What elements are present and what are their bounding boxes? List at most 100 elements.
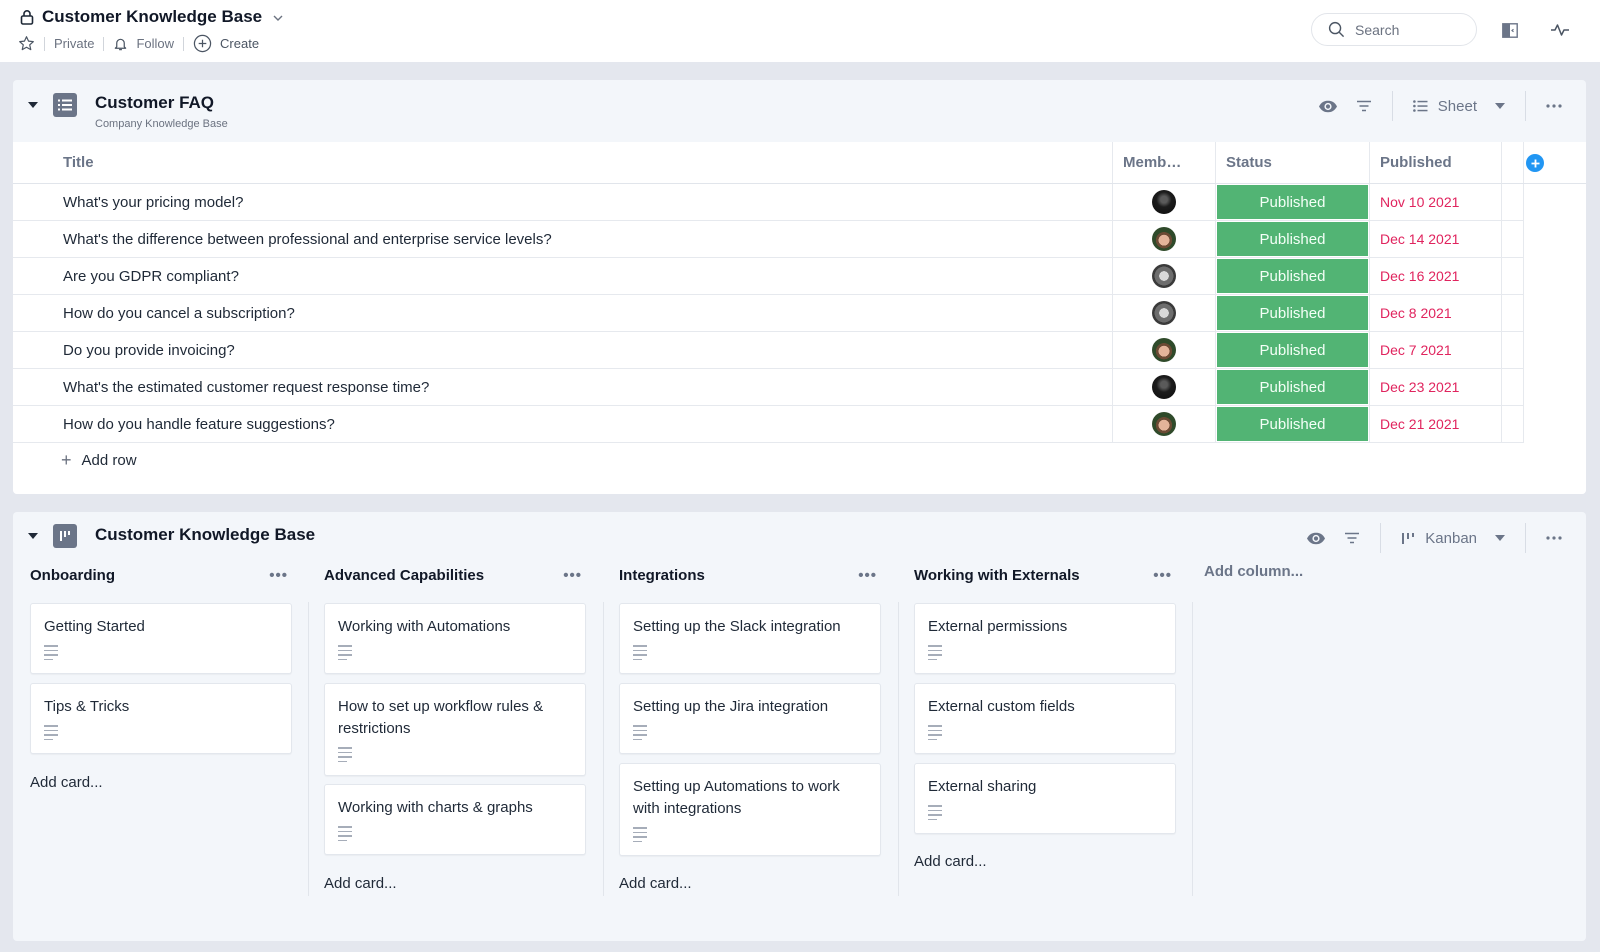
table-row[interactable]: What's the difference between profession… [13,221,1524,258]
kanban-card[interactable]: External custom fields [914,683,1176,754]
kanban-title[interactable]: Customer Knowledge Base [95,525,316,544]
add-card-button[interactable]: Add card... [324,875,397,892]
cell-status[interactable]: Published [1216,332,1370,368]
table-row[interactable]: How do you cancel a subscription? Publis… [13,295,1524,332]
cell-title[interactable]: Are you GDPR compliant? [13,258,1113,294]
column-title[interactable]: Advanced Capabilities [324,566,485,584]
cell-status[interactable]: Published [1216,221,1370,257]
filter-button[interactable] [1334,522,1370,554]
card-title: Tips & Tricks [44,698,130,715]
filter-icon [1345,532,1360,544]
kanban-card[interactable]: Working with Automations [324,603,586,674]
favorite-button[interactable] [18,35,35,52]
cell-published[interactable]: Dec 14 2021 [1370,221,1524,257]
sidebar-toggle-button[interactable] [1500,20,1520,40]
create-button[interactable]: Create [193,34,259,53]
kanban-card[interactable]: How to set up workflow rules & restricti… [324,683,586,776]
follow-button[interactable]: Follow [113,36,174,52]
table-row[interactable]: Are you GDPR compliant? Published Dec 16… [13,258,1524,295]
cell-title[interactable]: What's your pricing model? [13,184,1113,220]
kanban-card[interactable]: Setting up Automations to work with inte… [619,763,881,856]
column-more-button[interactable]: ••• [269,566,288,584]
workspace-title[interactable]: Customer Knowledge Base [42,7,263,26]
description-icon [338,747,352,762]
kanban-card[interactable]: Tips & Tricks [30,683,292,754]
kanban-card[interactable]: Setting up the Jira integration [619,683,881,754]
visibility-button[interactable] [1298,522,1334,554]
column-header-published[interactable]: Published [1370,142,1524,183]
cell-title[interactable]: What's the difference between profession… [13,221,1113,257]
column-header-members[interactable]: Memb… [1113,142,1216,183]
cell-status[interactable]: Published [1216,258,1370,294]
visibility-button[interactable] [1310,90,1346,122]
add-column-button[interactable]: Add column... [1204,563,1304,580]
dropdown-arrow-icon [1495,103,1505,109]
cell-member[interactable] [1113,258,1216,294]
cell-member[interactable] [1113,332,1216,368]
kanban-icon [1402,532,1415,544]
table-row[interactable]: What's your pricing model? Published Nov… [13,184,1524,221]
cell-published[interactable]: Dec 21 2021 [1370,406,1524,442]
privacy-button[interactable]: Private [54,36,95,51]
add-column-button[interactable] [1526,154,1544,172]
cell-title[interactable]: What's the estimated customer request re… [13,369,1113,405]
more-options-button[interactable] [1536,522,1572,554]
cell-published[interactable]: Nov 10 2021 [1370,184,1524,220]
table-row[interactable]: What's the estimated customer request re… [13,369,1524,406]
add-card-button[interactable]: Add card... [30,774,103,791]
workspace-title-row[interactable]: Customer Knowledge Base [20,7,284,27]
filter-button[interactable] [1346,90,1382,122]
cell-published[interactable]: Dec 7 2021 [1370,332,1524,368]
column-title[interactable]: Integrations [619,566,705,584]
cell-member[interactable] [1113,406,1216,442]
view-switcher-sheet[interactable]: Sheet [1403,90,1515,122]
table-row[interactable]: How do you handle feature suggestions? P… [13,406,1524,443]
cell-title[interactable]: How do you cancel a subscription? [13,295,1113,331]
cell-published[interactable]: Dec 23 2021 [1370,369,1524,405]
add-card-button[interactable]: Add card... [914,853,987,870]
cell-published[interactable]: Dec 8 2021 [1370,295,1524,331]
cell-title[interactable]: Do you provide invoicing? [13,332,1113,368]
avatar [1152,301,1176,325]
search-input[interactable]: Search [1311,13,1477,46]
kanban-card[interactable]: Getting Started [30,603,292,674]
divider [44,36,45,51]
card-title: External sharing [928,778,1037,795]
cell-status[interactable]: Published [1216,184,1370,220]
avatar [1152,338,1176,362]
cell-published[interactable]: Dec 16 2021 [1370,258,1524,294]
cell-title[interactable]: How do you handle feature suggestions? [13,406,1113,442]
activity-button[interactable] [1550,20,1570,40]
cell-member[interactable] [1113,221,1216,257]
cell-status[interactable]: Published [1216,369,1370,405]
collapse-caret-icon[interactable] [28,533,38,539]
kanban-card[interactable]: Working with charts & graphs [324,784,586,855]
kanban-card[interactable]: Setting up the Slack integration [619,603,881,674]
view-switcher-kanban[interactable]: Kanban [1391,522,1515,554]
column-header-title[interactable]: Title [13,142,1113,183]
cell-member[interactable] [1113,184,1216,220]
cell-status[interactable]: Published [1216,406,1370,442]
cell-member[interactable] [1113,295,1216,331]
add-row-button[interactable]: + Add row [61,451,137,469]
cell-status[interactable]: Published [1216,295,1370,331]
collapse-caret-icon[interactable] [28,102,38,108]
follow-label: Follow [136,36,175,51]
add-card-button[interactable]: Add card... [619,875,692,892]
table-row[interactable]: Do you provide invoicing? Published Dec … [13,332,1524,369]
faq-title[interactable]: Customer FAQ [95,93,215,112]
card-title: Getting Started [44,618,145,635]
column-header-status[interactable]: Status [1216,142,1370,183]
cell-member[interactable] [1113,369,1216,405]
column-title[interactable]: Working with Externals [914,566,1080,584]
more-options-button[interactable] [1536,90,1572,122]
kanban-card[interactable]: External sharing [914,763,1176,834]
chevron-down-icon[interactable] [272,12,284,24]
faq-panel-header: Customer FAQ Company Knowledge Base Shee… [13,80,1586,142]
column-more-button[interactable]: ••• [563,566,582,584]
kanban-card[interactable]: External permissions [914,603,1176,674]
column-more-button[interactable]: ••• [1153,566,1172,584]
column-title[interactable]: Onboarding [30,566,115,584]
more-horizontal-icon [1546,536,1562,540]
column-more-button[interactable]: ••• [858,566,877,584]
